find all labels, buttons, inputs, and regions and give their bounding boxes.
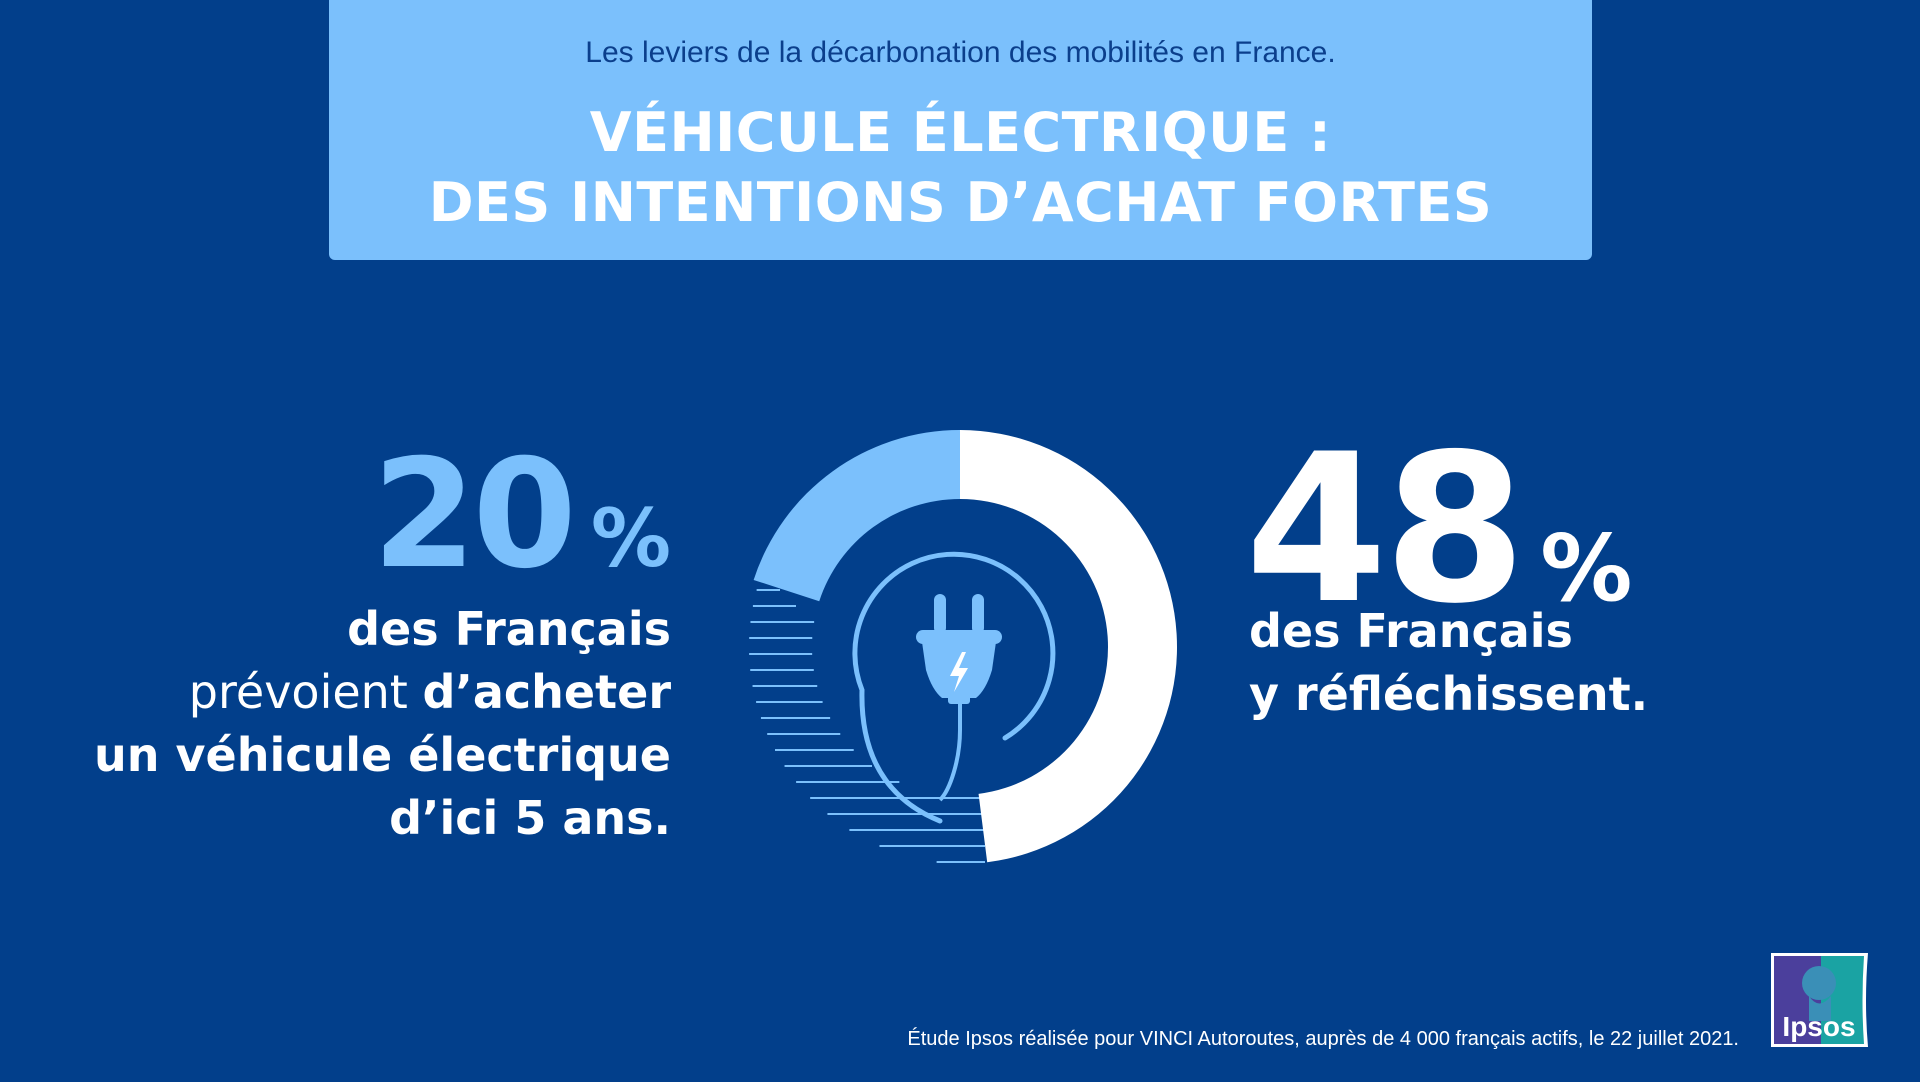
stat-20-description: des Français prévoient d’acheter un véhi… [94,598,671,850]
stat-value: 48 [1245,411,1526,649]
stat-unit: % [1540,515,1633,622]
desc-line: d’ici 5 ans. [389,791,671,845]
header-banner: Les leviers de la décarbonation des mobi… [329,0,1592,260]
stat-value: 20 [372,428,577,602]
svg-text:Ipsos: Ipsos [1782,1011,1855,1042]
desc-line: prévoient d’acheter [94,661,671,724]
stat-20-percent: 20% [372,440,671,590]
desc-line: un véhicule électrique [94,728,671,782]
desc-light: prévoient [188,665,423,719]
stat-unit: % [590,492,671,585]
desc-line: des Français [1249,604,1573,658]
ipsos-logo: Ipsos [1771,953,1868,1047]
remainder-stripes [749,589,985,863]
stat-48-description: des Français y réfléchissent. [1249,600,1648,726]
stat-48-percent: 48% [1245,428,1632,633]
title-line-1: VÉHICULE ÉLECTRIQUE : [589,101,1332,164]
donut-segment-20 [753,430,960,602]
page-title: VÉHICULE ÉLECTRIQUE : DES INTENTIONS D’A… [329,98,1592,238]
desc-line: des Français [347,602,671,656]
electric-plug-icon [852,551,1056,824]
desc-bold: d’acheter [422,665,671,719]
subtitle: Les leviers de la décarbonation des mobi… [585,36,1336,69]
source-footnote: Étude Ipsos réalisée pour VINCI Autorout… [907,1028,1739,1050]
desc-line: y réfléchissent. [1249,667,1649,721]
donut-segment-48 [960,430,1177,863]
title-line-2: DES INTENTIONS D’ACHAT FORTES [428,171,1493,234]
